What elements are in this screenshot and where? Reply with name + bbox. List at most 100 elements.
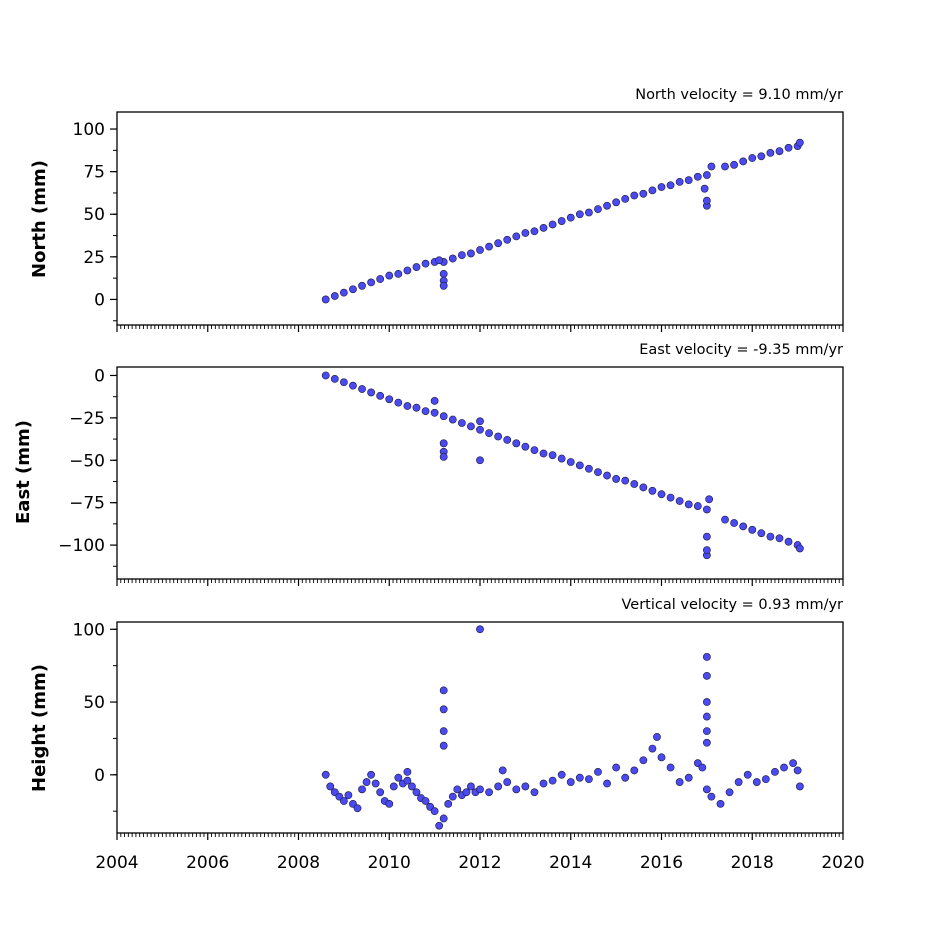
height-axis-ticks: 0 50 100 [73, 620, 844, 840]
east-data-point [693, 502, 702, 510]
height-data-point [653, 733, 661, 741]
east-ytick-label: −50 [69, 451, 105, 471]
north-data-point [530, 227, 539, 236]
height-data-point [630, 766, 639, 775]
x-tick-label: 2016 [640, 853, 683, 873]
height-data-point [702, 653, 711, 661]
north-data-point [666, 181, 675, 190]
north-panel: North velocity = 9.10 mm/yr North (mm) 0… [29, 87, 844, 332]
height-ylabel: Height (mm) [29, 664, 50, 792]
height-data-point [344, 791, 353, 800]
east-data-point [775, 534, 784, 543]
east-data-point [721, 515, 729, 524]
height-plot-frame [116, 621, 844, 834]
height-data-point [439, 727, 448, 736]
height-data-point [435, 821, 444, 830]
north-data-point [512, 232, 521, 241]
height-data-point [675, 778, 684, 786]
height-data-point [476, 625, 484, 634]
north-data-point [349, 285, 357, 294]
east-data-point [548, 451, 557, 460]
east-data-point [457, 419, 466, 427]
north-data-point [657, 183, 666, 191]
east-ytick-label: −75 [69, 494, 105, 514]
east-data-point [594, 468, 602, 477]
x-tick-label: 2010 [368, 853, 411, 873]
east-plot-frame [116, 366, 844, 580]
x-tick-label: 2006 [186, 853, 229, 873]
north-data-point [448, 254, 457, 263]
height-data-point [430, 807, 439, 816]
north-data-point [439, 281, 448, 290]
east-ytick-label: −25 [69, 409, 105, 429]
height-data-point [353, 804, 362, 813]
north-ylabel: North (mm) [29, 160, 50, 278]
east-data-point [330, 374, 339, 383]
height-data-point [498, 766, 507, 775]
height-data-point [585, 775, 593, 784]
height-panel: Vertical velocity = 0.93 mm/yr Height (m… [29, 597, 844, 840]
east-data-point [603, 471, 611, 480]
north-points [321, 138, 804, 304]
north-data-point [603, 201, 611, 210]
height-data-point [702, 727, 711, 736]
east-data-point [439, 412, 448, 421]
height-data-point [358, 785, 366, 794]
east-data-point [476, 425, 484, 434]
x-tick-label: 2014 [549, 853, 592, 873]
east-data-point [439, 439, 448, 448]
height-data-point [439, 686, 448, 695]
north-data-point [693, 172, 702, 181]
east-data-point [448, 415, 457, 424]
east-data-point [494, 432, 503, 441]
north-data-point [684, 176, 693, 185]
height-data-point [621, 773, 630, 782]
north-data-point [358, 281, 366, 290]
east-data-point [421, 407, 430, 415]
north-data-point [721, 162, 729, 171]
north-data-point [485, 242, 493, 251]
height-data-point [707, 792, 716, 801]
x-tick-label: 2012 [458, 853, 501, 873]
north-data-point [748, 154, 757, 162]
height-data-point [485, 788, 493, 797]
east-points [321, 371, 804, 560]
north-data-point [739, 157, 748, 166]
x-tick-label: 2018 [731, 853, 774, 873]
height-data-point [439, 705, 448, 714]
east-data-point [485, 429, 493, 438]
height-ytick-label: 100 [73, 620, 105, 640]
height-data-point [530, 788, 539, 797]
north-data-point [330, 292, 339, 300]
north-data-point [385, 271, 394, 280]
height-data-point [462, 788, 471, 797]
east-data-point [557, 454, 566, 463]
height-data-point [444, 799, 453, 808]
east-data-point [521, 442, 530, 451]
east-data-point [530, 446, 539, 455]
height-data-point [326, 782, 335, 791]
height-ytick-label: 50 [83, 693, 105, 713]
height-data-point [612, 763, 621, 772]
east-data-point [430, 408, 439, 417]
height-data-point [761, 775, 770, 784]
north-data-point [730, 160, 738, 169]
north-ytick-label: 50 [83, 205, 105, 225]
east-data-point [439, 452, 448, 461]
height-data-point [439, 814, 448, 823]
height-data-point [716, 799, 725, 808]
x-tick-label: 2004 [95, 853, 138, 873]
height-data-point [725, 788, 734, 797]
east-data-point [630, 480, 639, 488]
height-data-point [734, 778, 743, 786]
north-plot-frame [116, 111, 844, 326]
east-data-point [476, 417, 484, 426]
north-data-point [702, 171, 711, 179]
height-data-point [512, 785, 521, 794]
north-data-point [457, 251, 466, 260]
north-data-point [476, 246, 484, 254]
height-data-point [321, 770, 330, 779]
east-data-point [657, 490, 666, 499]
height-data-point [780, 763, 788, 772]
